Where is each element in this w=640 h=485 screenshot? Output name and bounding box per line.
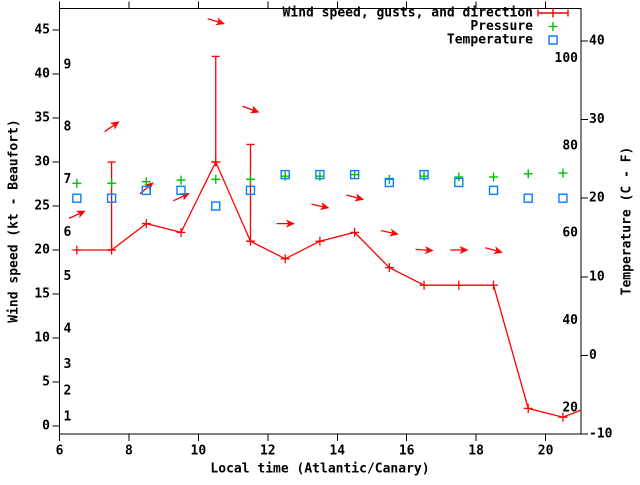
fahrenheit-scale-label: 100 <box>555 51 579 66</box>
wind-direction-arrow-shaft <box>104 124 115 133</box>
wind-speed-line <box>76 160 582 418</box>
wind-direction-arrow <box>380 228 399 237</box>
x-axis-tick-label: 8 <box>125 444 133 459</box>
beaufort-scale-label: 1 <box>64 410 72 425</box>
y-axis-title: Wind speed (kt - Beaufort) <box>7 119 22 323</box>
temperature-marker <box>523 193 533 203</box>
wind-direction-arrow-shaft <box>139 185 150 195</box>
temperature-marker <box>454 177 464 188</box>
wind-direction-arrow-shaft <box>207 18 220 23</box>
y2-axis-title: Temperature (C - F) <box>620 147 635 296</box>
beaufort-scale-label: 6 <box>64 225 72 240</box>
wind-direction-arrow-head <box>424 245 434 255</box>
wind-direction-arrow-head <box>285 219 295 228</box>
temperature-marker <box>211 201 221 211</box>
wind-direction-arrow-shaft <box>311 203 324 208</box>
beaufort-scale-label: 5 <box>64 269 72 284</box>
wind-direction-arrow-head <box>249 105 260 114</box>
wind-direction-arrow-head <box>354 193 365 202</box>
x-axis-tick-label: 10 <box>191 444 207 459</box>
temperature-marker <box>384 177 395 188</box>
beaufort-scale-label: 4 <box>64 322 72 337</box>
y-axis-tick-label: 15 <box>34 287 50 302</box>
wind-direction-arrow <box>242 105 260 114</box>
x-axis-tick-label: 18 <box>468 444 484 459</box>
legend-label-plus: Pressure <box>470 19 533 34</box>
wind-direction-arrow-head <box>215 17 226 26</box>
beaufort-scale-label: 8 <box>64 119 72 134</box>
wind-direction-arrow-shaft <box>68 212 81 219</box>
wind-direction-arrow-head <box>459 245 469 255</box>
wind-direction-arrow <box>276 219 295 228</box>
x-axis-tick-label: 14 <box>329 444 345 459</box>
wind-direction-arrow <box>450 245 469 255</box>
beaufort-scale-label: 9 <box>64 58 72 73</box>
wind-direction-arrow-head <box>109 121 120 130</box>
y-axis-tick-label: 10 <box>34 331 50 346</box>
wind-direction-arrow-head <box>389 228 399 237</box>
y2-axis-tick-label: 20 <box>589 191 605 206</box>
wind-direction-arrow <box>207 17 226 26</box>
temperature-marker <box>280 169 290 180</box>
wind-direction-arrow <box>346 193 365 202</box>
wind-direction-arrow <box>173 193 190 202</box>
fahrenheit-scale-label: 60 <box>562 226 578 241</box>
x-axis-tick-label: 12 <box>260 444 276 459</box>
wind-direction-arrow-shaft <box>380 229 393 234</box>
wind-direction-arrow <box>311 202 330 211</box>
y-axis-tick-label: 5 <box>42 375 50 390</box>
x-axis-tick-label: 16 <box>399 444 415 459</box>
y-axis-tick-label: 30 <box>34 155 50 170</box>
fahrenheit-scale-label: 40 <box>562 313 578 328</box>
wind-direction-arrow <box>104 121 120 133</box>
y-axis-tick-label: 0 <box>42 419 50 434</box>
wind-direction-arrow-shaft <box>242 105 254 112</box>
x-axis-tick-label: 6 <box>56 444 64 459</box>
temperature-marker <box>245 185 256 196</box>
temperature-marker <box>141 185 152 196</box>
wind-direction-arrow-shaft <box>415 248 428 251</box>
wind-direction-arrow-head <box>75 210 86 219</box>
legend-square-sample <box>548 35 558 45</box>
temperature-marker <box>349 169 360 180</box>
fahrenheit-scale-label: 20 <box>562 400 578 415</box>
fahrenheit-scale-label: 80 <box>562 138 578 153</box>
wind-direction-arrow-head <box>493 246 503 255</box>
y-axis-tick-label: 45 <box>34 23 50 38</box>
wind-direction-arrow-head <box>179 193 190 201</box>
wind-direction-arrow-shaft <box>173 195 185 202</box>
y2-axis-tick-label: 40 <box>589 34 605 49</box>
temperature-marker <box>106 193 117 203</box>
legend-label-square: Temperature <box>447 33 533 48</box>
y2-axis-tick-label: 10 <box>589 269 605 284</box>
legend-label-errorbar: Wind speed, gusts, and direction <box>283 6 533 21</box>
y2-axis-tick-label: -10 <box>589 427 613 442</box>
temperature-marker <box>72 193 82 203</box>
y2-axis-tick-label: 0 <box>589 348 597 363</box>
plot-border <box>59 8 582 435</box>
wind-direction-arrow-head <box>319 202 330 211</box>
wind-direction-arrow <box>485 246 503 255</box>
y-axis-tick-label: 20 <box>34 243 50 258</box>
temperature-marker <box>419 169 429 180</box>
wind-direction-arrow <box>68 210 86 219</box>
x-axis-tick-label: 20 <box>538 444 554 459</box>
y-axis-tick-label: 25 <box>34 199 50 214</box>
y-axis-tick-label: 40 <box>34 67 50 82</box>
wind-direction-arrow-shaft <box>346 194 359 199</box>
temperature-marker <box>176 185 186 196</box>
temperature-marker <box>315 169 325 180</box>
temperature-marker <box>558 193 568 203</box>
beaufort-scale-label: 7 <box>64 172 72 187</box>
beaufort-scale-label: 3 <box>64 357 72 372</box>
y-axis-tick-label: 35 <box>34 111 50 126</box>
wind-direction-arrow-shaft <box>485 247 498 252</box>
wind-direction-arrow <box>415 245 434 255</box>
temperature-marker <box>488 185 499 196</box>
y2-axis-tick-label: 30 <box>589 112 605 127</box>
beaufort-scale-label: 2 <box>64 383 72 398</box>
x-axis-title: Local time (Atlantic/Canary) <box>210 462 429 477</box>
